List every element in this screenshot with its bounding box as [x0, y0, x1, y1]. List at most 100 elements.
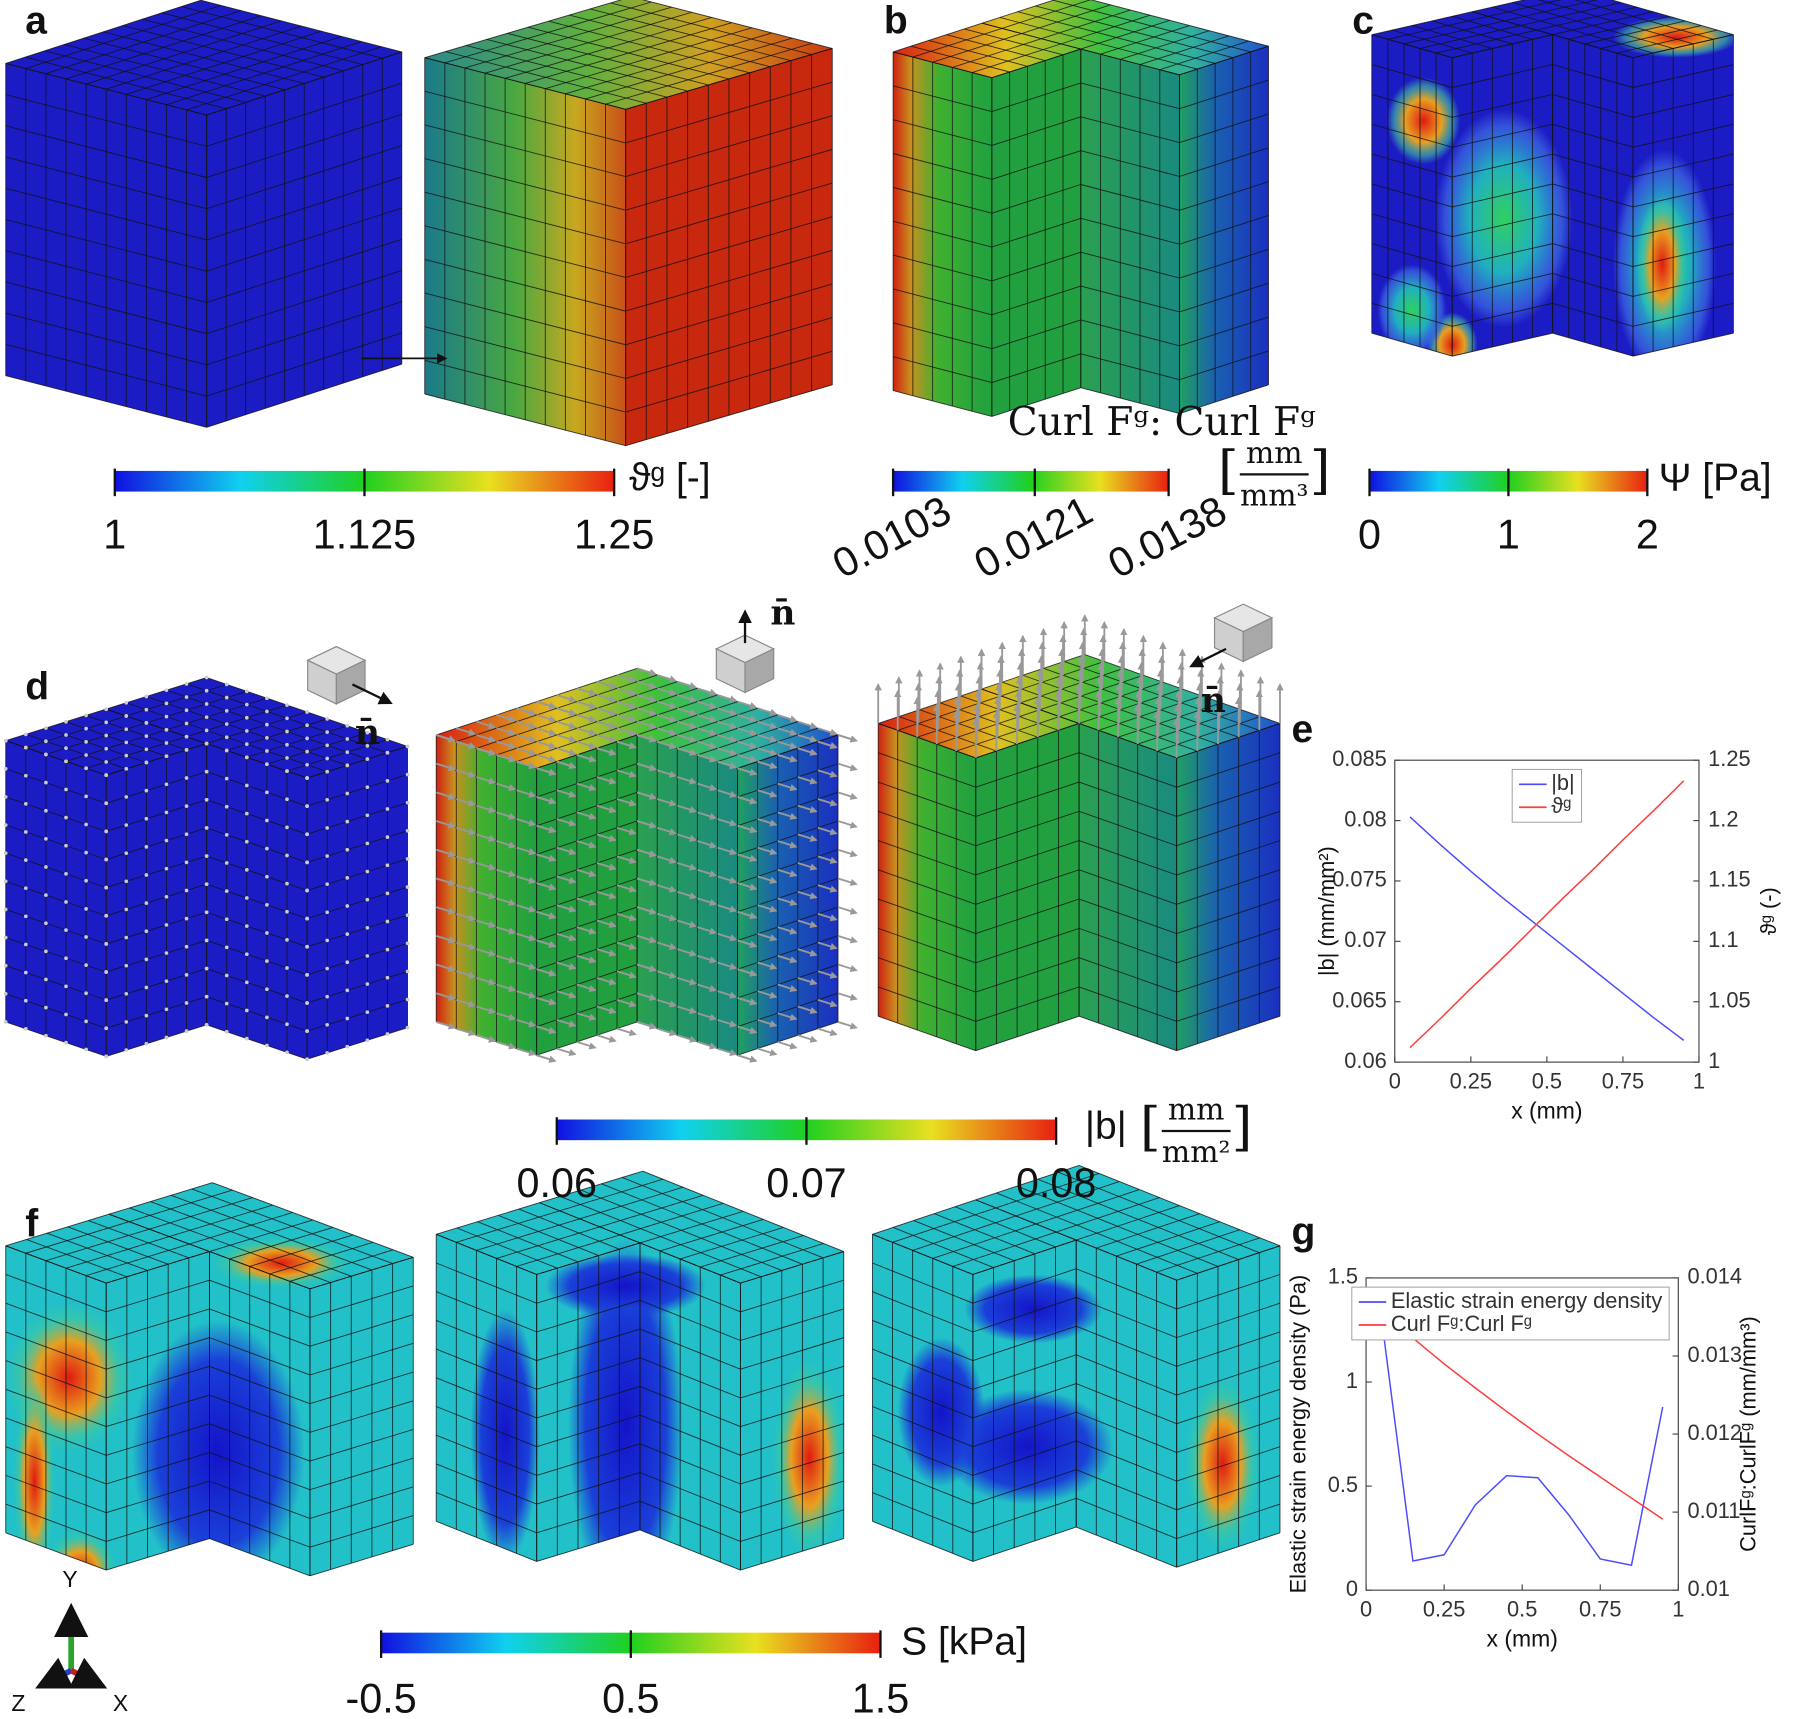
mesh-line [740, 1279, 844, 1313]
vector-arrow [556, 760, 577, 770]
mesh-line [539, 1170, 643, 1204]
vector-arrow [777, 840, 798, 849]
y2-tick-label: 0.01 [1688, 1576, 1730, 1601]
mesh-line [659, 1218, 764, 1252]
mesh-line [892, 153, 992, 180]
mesh-line [106, 1251, 210, 1284]
mesh-line [306, 914, 408, 948]
vector-arrow [596, 694, 617, 703]
mesh-line [872, 1520, 974, 1562]
mesh-line [146, 690, 247, 724]
mesh-line [680, 1226, 784, 1260]
vector-dot [3, 766, 8, 771]
vector-arrow [456, 1027, 477, 1037]
mesh-line [1176, 1532, 1281, 1568]
mesh-line [306, 802, 408, 835]
mesh-line [25, 4, 222, 69]
vector-dot [164, 894, 169, 899]
vector-arrow [737, 700, 758, 710]
colorbar-tick-label: -0.5 [346, 1675, 417, 1719]
mesh-line [737, 992, 839, 1027]
mesh-line [206, 771, 308, 807]
vector-arrow [496, 840, 517, 849]
mesh-line [306, 830, 408, 863]
mesh-line [25, 1221, 130, 1254]
vector-arrow [797, 833, 818, 842]
vector-dot [64, 787, 68, 792]
vector-arrow [496, 740, 517, 750]
vector-arrow [717, 694, 738, 703]
vector-dot [305, 860, 309, 865]
vector-arrow [636, 720, 657, 730]
vector-arrow [717, 875, 738, 884]
mesh-line [85, 736, 187, 769]
vector-dot [305, 804, 309, 808]
mesh-line [892, 322, 992, 350]
vector-arrow [636, 963, 657, 973]
vector-arrow [456, 970, 477, 979]
mesh-line [878, 688, 982, 724]
mesh-line [5, 1360, 107, 1399]
vector-arrow [636, 707, 657, 716]
vector-dot [385, 863, 390, 868]
vector-arrow [576, 687, 597, 696]
vector-arrow [596, 890, 617, 900]
mesh-line [424, 0, 623, 59]
vector-dot [405, 969, 410, 974]
x-tick-label: 1 [1672, 1597, 1684, 1622]
mesh-line [934, 1213, 1036, 1255]
mesh-line [206, 968, 308, 1004]
mesh-line [106, 855, 207, 889]
mesh-line [872, 1319, 974, 1362]
mesh-line [5, 909, 107, 945]
vector-arrow [777, 740, 798, 750]
vector-arrow [435, 934, 456, 944]
normal-label: n̄ [1201, 681, 1226, 721]
vector-dot [265, 709, 269, 714]
mesh-line [1078, 840, 1177, 876]
vector-arrow [636, 906, 657, 915]
mesh-line [1176, 898, 1281, 934]
x-tick-label: 0.75 [1579, 1597, 1621, 1622]
mesh-line [1179, 181, 1269, 211]
mesh-line [525, 22, 732, 84]
vector-dot [184, 860, 189, 865]
mesh-line [878, 927, 976, 964]
mesh-line [1387, 15, 1489, 40]
vector-dot [244, 689, 249, 694]
mesh-line [306, 942, 408, 976]
vector-dot [44, 808, 48, 813]
vector-dot [305, 736, 309, 741]
vector-dot [285, 994, 289, 998]
vector-arrow [456, 740, 477, 750]
x-tick-label: 0.5 [1507, 1597, 1537, 1622]
mesh-line [206, 855, 308, 891]
mesh-line [1371, 213, 1453, 238]
arrow [1189, 647, 1227, 668]
mesh-line [5, 1213, 110, 1247]
y2-tick-label: 1.05 [1708, 987, 1750, 1012]
vector-dot [204, 741, 209, 746]
unit-denominator: mm³ [1240, 478, 1309, 513]
x-tick-label: 1 [1693, 1069, 1705, 1094]
mesh-line [737, 791, 839, 827]
mesh-line [1472, 11, 1553, 36]
mesh-line [625, 317, 833, 379]
y-tick-label: 0.07 [1344, 927, 1386, 952]
x-tick-label: 0.25 [1450, 1069, 1492, 1094]
mesh-line [1371, 243, 1453, 268]
vector-arrow [516, 789, 537, 798]
mesh-line [436, 1463, 537, 1505]
mesh-line [740, 1337, 844, 1370]
vector-dot [144, 1013, 149, 1018]
mesh-line [436, 701, 537, 736]
vector-arrow [777, 954, 798, 964]
mesh-line [1080, 184, 1180, 211]
mesh-line [1076, 1497, 1177, 1539]
vector-dot [325, 769, 330, 774]
vector-dot [164, 951, 169, 955]
mesh-line [991, 184, 1081, 214]
vector-arrow [556, 694, 577, 703]
vector-dot [325, 826, 330, 830]
vector-arrow [496, 754, 517, 763]
